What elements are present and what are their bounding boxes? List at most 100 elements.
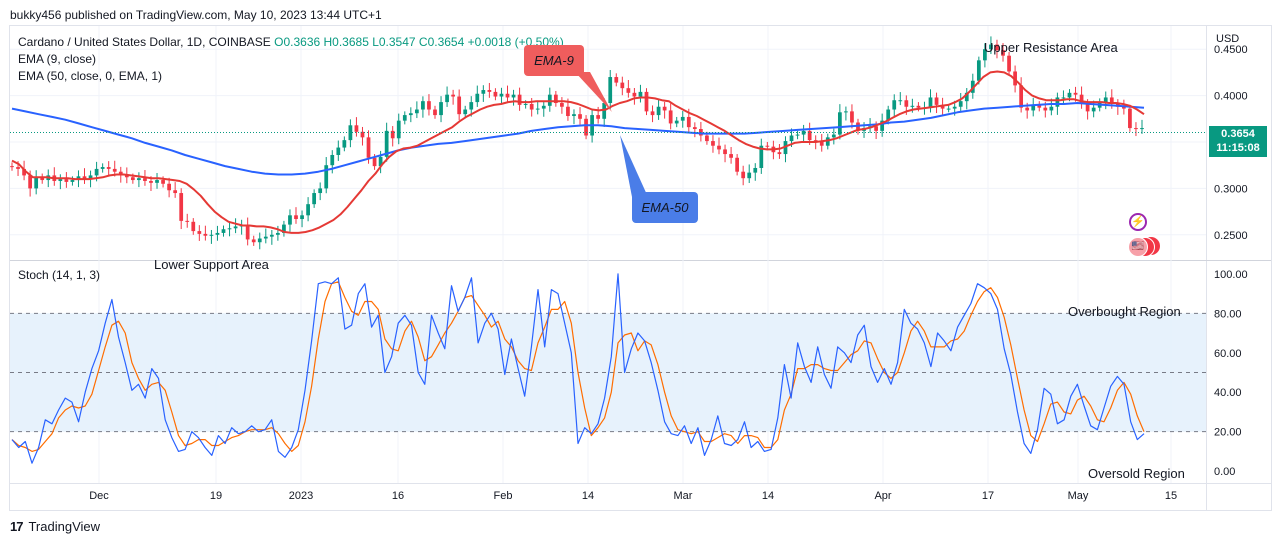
stoch-legend[interactable]: Stoch (14, 1, 3) <box>18 268 101 282</box>
time-tick-label: 16 <box>392 490 404 502</box>
candle-body <box>529 103 534 110</box>
candle-body <box>149 180 153 183</box>
candle-body <box>650 111 655 116</box>
candle-body <box>288 215 292 225</box>
stoch-tick-label: 80.00 <box>1214 308 1242 320</box>
candle-body <box>668 110 673 124</box>
candle-body <box>263 236 268 239</box>
candle-body <box>16 167 20 169</box>
time-tick-label: 19 <box>210 490 222 502</box>
time-tick-label: May <box>1068 490 1089 502</box>
candle-body <box>584 118 588 136</box>
overbought-label: Overbought Region <box>1068 304 1181 319</box>
candle-body <box>221 229 226 233</box>
ohlc-values: O0.3636 H0.3685 L0.3547 C0.3654 +0.0018 … <box>274 35 564 49</box>
candle-body <box>445 94 449 103</box>
us-flag-icon[interactable]: 🇺🇸 <box>1128 237 1148 257</box>
candle-body <box>844 111 848 113</box>
candle-body <box>137 178 141 181</box>
candle-body <box>523 103 528 105</box>
candle-body <box>711 141 715 146</box>
candle-body <box>983 49 987 61</box>
tradingview-logo-icon: 17 <box>10 519 24 534</box>
candle-body <box>414 109 419 114</box>
candle-body <box>777 152 782 155</box>
candle-body <box>499 93 504 97</box>
candle-body <box>511 94 516 98</box>
candle-body <box>475 93 480 103</box>
candle-body <box>578 114 582 119</box>
candle-body <box>408 113 413 116</box>
candle-body <box>789 135 794 142</box>
candle-body <box>451 94 455 97</box>
candle-body <box>118 171 123 175</box>
candle-body <box>898 100 903 102</box>
ema50-legend[interactable]: EMA (50, close, 0, EMA, 1) <box>18 69 163 83</box>
candle-body <box>185 220 190 222</box>
candle-body <box>402 115 407 121</box>
candle-body <box>553 94 558 104</box>
candle-body <box>354 125 359 132</box>
time-tick-label: 2023 <box>289 490 313 502</box>
candle-body <box>614 77 619 83</box>
candle-body <box>517 94 522 105</box>
candle-body <box>705 135 709 142</box>
candle-body <box>433 109 437 116</box>
time-tick-label: 15 <box>1165 490 1177 502</box>
candle-body <box>88 175 93 180</box>
candle-body <box>813 140 818 142</box>
stoch-tick-label: 20.00 <box>1214 427 1242 439</box>
candle-body <box>179 193 184 221</box>
candle-body <box>662 106 667 111</box>
candle-body <box>112 168 117 172</box>
candle-body <box>64 179 69 182</box>
candle-body <box>384 130 389 157</box>
stoch-band <box>10 312 1206 433</box>
time-tick-label: Dec <box>89 490 109 502</box>
candle-body <box>390 130 395 139</box>
candle-body <box>1140 128 1144 130</box>
candle-body <box>318 188 323 194</box>
candle-body <box>674 120 679 124</box>
stoch-k-line <box>11 273 1145 464</box>
ema9-callout[interactable]: EMA-9 <box>524 45 584 76</box>
candle-body <box>330 154 335 166</box>
time-tick-label: Apr <box>874 490 891 502</box>
candle-body <box>173 190 178 194</box>
oversold-label: Oversold Region <box>1088 466 1185 481</box>
candle-body <box>952 106 957 109</box>
candle-body <box>336 147 341 155</box>
candle-body <box>765 145 770 147</box>
candle-body <box>989 44 993 50</box>
candle-body <box>469 102 474 110</box>
candle-body <box>1055 97 1060 107</box>
ema9-legend[interactable]: EMA (9, close) <box>18 52 97 66</box>
candle-body <box>680 116 685 121</box>
last-price-tag: 0.3654 11:15:08 <box>1209 126 1267 157</box>
candle-body <box>100 167 105 169</box>
candle-body <box>928 97 933 108</box>
candle-body <box>161 180 165 184</box>
candle-body <box>831 134 836 138</box>
candle-body <box>70 180 75 182</box>
candle-body <box>366 137 371 158</box>
stoch-tick-label: 60.00 <box>1214 348 1242 360</box>
ema50-callout[interactable]: EMA-50 <box>632 192 698 223</box>
footer: 17 TradingView <box>10 519 100 534</box>
candle-body <box>233 226 238 229</box>
stoch-tick-label: 100.00 <box>1214 269 1248 281</box>
candle-body <box>1073 92 1078 95</box>
candle-body <box>294 215 298 220</box>
lightning-icon[interactable]: ⚡ <box>1129 213 1147 231</box>
candle-body <box>143 178 147 181</box>
candle-body <box>535 108 540 110</box>
candle-body <box>541 105 546 109</box>
stoch-tick-label: 0.00 <box>1214 466 1235 478</box>
candle-body <box>644 91 649 112</box>
price-tick-label: 0.3000 <box>1214 183 1248 195</box>
candle-body <box>632 92 637 97</box>
candle-body <box>735 157 740 172</box>
candle-body <box>257 238 262 243</box>
last-price-value: 0.3654 <box>1221 128 1255 140</box>
